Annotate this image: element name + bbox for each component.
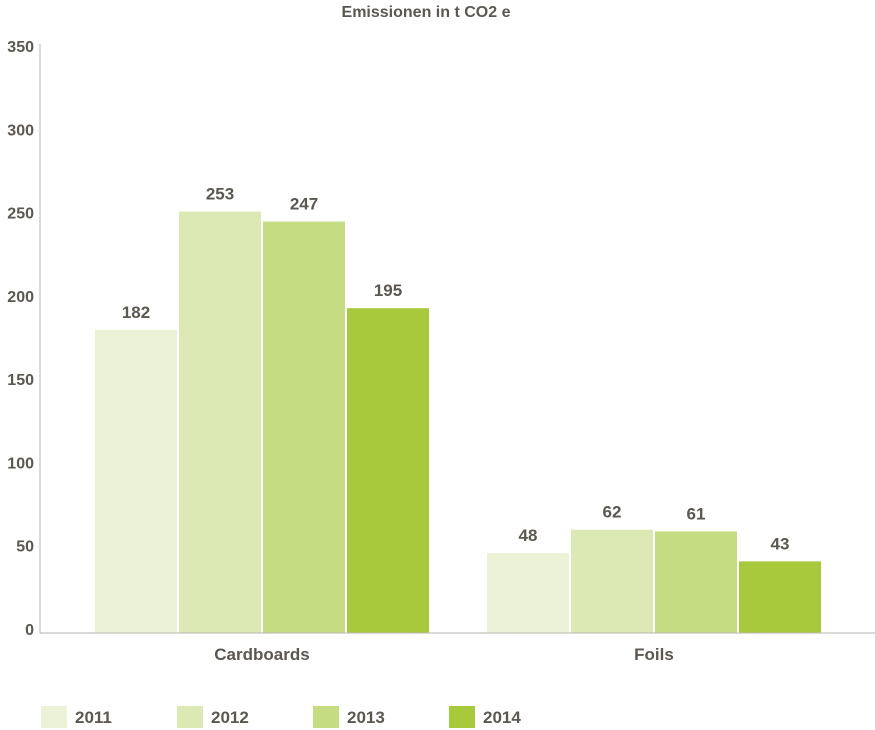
y-tick-label: 100 — [7, 455, 34, 472]
bar-foils-2012 — [571, 529, 653, 633]
legend-item-2013: 2013 — [313, 706, 385, 728]
data-label: 182 — [122, 303, 150, 322]
y-tick-label: 50 — [16, 539, 34, 556]
legend-label: 2013 — [347, 708, 385, 727]
bar-foils-2011 — [487, 553, 569, 633]
x-tick-label: Cardboards — [214, 645, 309, 664]
y-tick-label: 0 — [25, 622, 34, 639]
legend-swatch — [449, 706, 475, 728]
y-axis: 0 50 100 150 200 250 300 350 — [7, 39, 41, 639]
data-label: 62 — [603, 503, 622, 522]
chart-title: Emissionen in t CO2 e — [342, 4, 511, 21]
bar-cardboards-2014 — [347, 308, 429, 633]
legend: 2011 2012 2013 2014 — [41, 706, 521, 728]
legend-swatch — [313, 706, 339, 728]
bar-foils-2013 — [655, 531, 737, 633]
legend-item-2014: 2014 — [449, 706, 521, 728]
x-axis: Cardboards Foils — [40, 632, 875, 664]
legend-item-2011: 2011 — [41, 706, 112, 728]
x-tick-label: Foils — [634, 645, 674, 664]
legend-item-2012: 2012 — [177, 706, 249, 728]
bar-cardboards-2011 — [95, 329, 177, 633]
data-label: 61 — [687, 504, 706, 523]
legend-swatch — [41, 706, 67, 728]
data-label: 253 — [206, 185, 234, 204]
bar-cardboards-2012 — [179, 211, 261, 633]
y-tick-label: 150 — [7, 372, 34, 389]
bar-foils-2014 — [739, 561, 821, 633]
legend-swatch — [177, 706, 203, 728]
y-tick-label: 250 — [7, 206, 34, 223]
data-label: 195 — [374, 281, 402, 300]
legend-label: 2011 — [75, 708, 112, 727]
legend-label: 2014 — [483, 708, 521, 727]
data-label: 43 — [771, 534, 790, 553]
bars: 182 253 247 195 48 62 61 43 — [95, 185, 821, 633]
bar-cardboards-2013 — [263, 221, 345, 633]
data-label: 48 — [519, 526, 538, 545]
y-tick-label: 300 — [7, 122, 34, 139]
legend-label: 2012 — [211, 708, 249, 727]
y-tick-label: 350 — [7, 39, 34, 56]
y-tick-label: 200 — [7, 289, 34, 306]
data-label: 247 — [290, 195, 318, 214]
